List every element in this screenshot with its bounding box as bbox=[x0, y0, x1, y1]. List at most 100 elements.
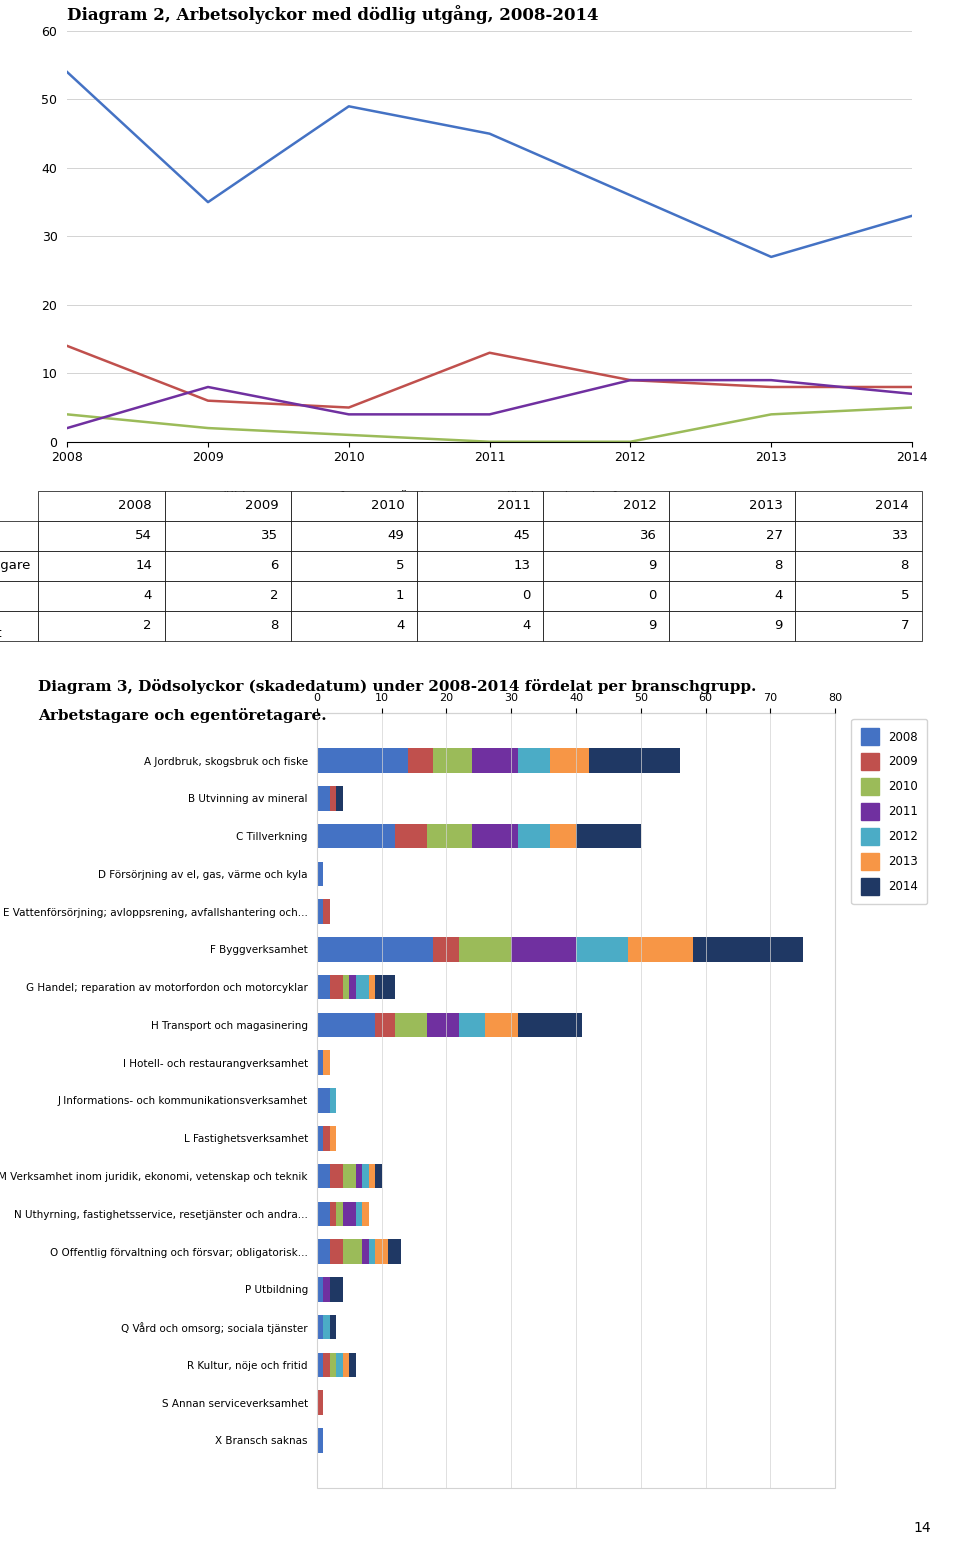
Bar bbox=[324, 1314, 330, 1339]
Bar bbox=[369, 1164, 375, 1189]
Övriga bbox=[343, 426, 354, 445]
Egenf bbox=[906, 378, 918, 397]
Egenf bbox=[61, 336, 73, 355]
Bar bbox=[317, 1125, 324, 1150]
Bar bbox=[317, 1088, 330, 1113]
Bar bbox=[362, 1164, 369, 1189]
Bar bbox=[343, 1240, 362, 1263]
Bar bbox=[408, 749, 434, 773]
Bar bbox=[375, 975, 395, 1000]
Bar bbox=[317, 786, 330, 811]
Bar bbox=[330, 786, 336, 811]
Bar bbox=[317, 1201, 330, 1226]
Bar bbox=[349, 1353, 356, 1378]
Bar bbox=[336, 1353, 343, 1378]
Text: 14: 14 bbox=[914, 1521, 931, 1534]
Övriga bbox=[765, 405, 777, 423]
Line: Anställda: Anställda bbox=[67, 71, 912, 257]
Utländsk arbetskraft bbox=[906, 384, 918, 403]
Utländsk arbetskraft bbox=[61, 418, 73, 437]
Bar bbox=[628, 938, 693, 961]
Bar bbox=[517, 749, 550, 773]
Bar bbox=[330, 975, 343, 1000]
Bar bbox=[330, 1277, 343, 1302]
Anställda bbox=[906, 206, 918, 225]
Bar bbox=[324, 1277, 330, 1302]
Bar bbox=[517, 1012, 583, 1037]
Bar bbox=[317, 1353, 324, 1378]
Bar bbox=[486, 1012, 517, 1037]
Bar bbox=[343, 1201, 355, 1226]
Bar bbox=[330, 1353, 336, 1378]
Bar bbox=[355, 1201, 362, 1226]
Bar bbox=[317, 1051, 324, 1076]
Utländsk arbetskraft bbox=[625, 370, 636, 389]
Line: Övriga: Övriga bbox=[67, 408, 912, 442]
Bar bbox=[472, 749, 517, 773]
Bar bbox=[317, 713, 835, 1488]
Bar bbox=[375, 1164, 382, 1189]
Bar bbox=[343, 975, 349, 1000]
Bar bbox=[472, 823, 517, 848]
Bar bbox=[317, 1240, 330, 1263]
Bar bbox=[317, 1164, 330, 1189]
Övriga bbox=[906, 398, 918, 417]
Bar bbox=[324, 1051, 330, 1076]
Bar bbox=[375, 1012, 395, 1037]
Bar bbox=[550, 823, 576, 848]
Text: Diagram 3, Dödsolyckor (skadedatum) under 2008-2014 fördelat per branschgrupp.: Diagram 3, Dödsolyckor (skadedatum) unde… bbox=[38, 679, 756, 694]
Bar bbox=[317, 899, 324, 924]
Bar bbox=[362, 1201, 369, 1226]
Bar bbox=[369, 975, 375, 1000]
Utländsk arbetskraft bbox=[343, 405, 354, 423]
Bar bbox=[330, 1164, 343, 1189]
Övriga bbox=[625, 432, 636, 451]
Line: Utländsk arbetskraft: Utländsk arbetskraft bbox=[67, 380, 912, 428]
Legend: Anställda, Egenf, Övriga, Utländsk arbetskraft: Anställda, Egenf, Övriga, Utländsk arbet… bbox=[150, 485, 627, 510]
Bar bbox=[576, 823, 641, 848]
Bar bbox=[349, 975, 356, 1000]
Bar bbox=[324, 899, 330, 924]
Bar bbox=[434, 749, 472, 773]
Bar bbox=[362, 1240, 369, 1263]
Anställda bbox=[203, 192, 214, 211]
Bar bbox=[517, 823, 550, 848]
Bar bbox=[589, 749, 680, 773]
Bar bbox=[317, 1390, 324, 1415]
Text: Diagram 2, Arbetsolyckor med dödlig utgång, 2008-2014: Diagram 2, Arbetsolyckor med dödlig utgå… bbox=[67, 5, 599, 23]
Bar bbox=[317, 823, 395, 848]
Bar bbox=[459, 1012, 486, 1037]
Bar bbox=[317, 749, 408, 773]
Bar bbox=[434, 938, 460, 961]
Bar bbox=[427, 823, 472, 848]
Anställda bbox=[625, 186, 636, 205]
Egenf bbox=[484, 344, 495, 363]
Utländsk arbetskraft bbox=[765, 370, 777, 389]
Bar bbox=[336, 786, 343, 811]
Bar bbox=[355, 1164, 362, 1189]
Övriga bbox=[203, 418, 214, 437]
Bar bbox=[395, 1012, 427, 1037]
Bar bbox=[355, 975, 369, 1000]
Bar bbox=[330, 1314, 336, 1339]
Anställda bbox=[61, 62, 73, 81]
Legend: 2008, 2009, 2010, 2011, 2012, 2013, 2014: 2008, 2009, 2010, 2011, 2012, 2013, 2014 bbox=[852, 719, 927, 904]
Bar bbox=[330, 1240, 343, 1263]
Bar bbox=[317, 1277, 324, 1302]
Bar bbox=[330, 1125, 336, 1150]
Bar bbox=[369, 1240, 375, 1263]
Text: Arbetstagare och egentöretagare.: Arbetstagare och egentöretagare. bbox=[38, 708, 327, 724]
Egenf bbox=[765, 378, 777, 397]
Anställda bbox=[484, 124, 495, 143]
Utländsk arbetskraft bbox=[484, 405, 495, 423]
Egenf bbox=[625, 370, 636, 389]
Bar bbox=[317, 1012, 375, 1037]
Bar bbox=[693, 938, 803, 961]
Bar bbox=[317, 1428, 324, 1452]
Bar bbox=[550, 749, 589, 773]
Bar bbox=[459, 938, 512, 961]
Bar bbox=[330, 1088, 336, 1113]
Line: Egenf: Egenf bbox=[67, 346, 912, 408]
Egenf bbox=[343, 398, 354, 417]
Bar bbox=[317, 975, 330, 1000]
